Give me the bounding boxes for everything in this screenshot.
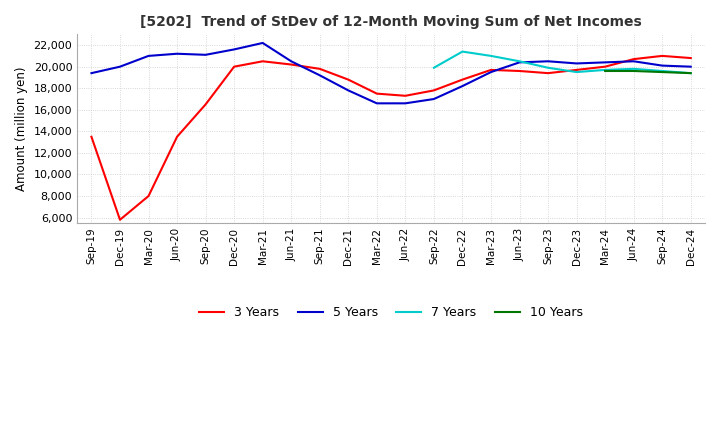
3 Years [315, 66, 324, 71]
Title: [5202]  Trend of StDev of 12-Month Moving Sum of Net Incomes: [5202] Trend of StDev of 12-Month Moving… [140, 15, 642, 29]
3 Years [202, 102, 210, 107]
7 Years [487, 53, 495, 59]
7 Years [600, 67, 609, 73]
7 Years [458, 49, 467, 54]
5 Years [372, 101, 381, 106]
Legend: 3 Years, 5 Years, 7 Years, 10 Years: 3 Years, 5 Years, 7 Years, 10 Years [194, 301, 588, 324]
3 Years [544, 70, 552, 76]
3 Years [458, 77, 467, 82]
3 Years [401, 93, 410, 99]
5 Years [516, 60, 524, 65]
3 Years [258, 59, 267, 64]
5 Years [173, 51, 181, 56]
3 Years [87, 134, 96, 139]
5 Years [344, 88, 353, 93]
3 Years [116, 217, 125, 222]
5 Years [258, 40, 267, 46]
5 Years [401, 101, 410, 106]
3 Years [686, 55, 695, 61]
5 Years [87, 70, 96, 76]
10 Years [629, 68, 638, 73]
3 Years [230, 64, 238, 70]
7 Years [572, 70, 581, 75]
3 Years [144, 194, 153, 199]
5 Years [202, 52, 210, 58]
5 Years [144, 53, 153, 59]
5 Years [658, 63, 667, 68]
7 Years [544, 65, 552, 70]
5 Years [544, 59, 552, 64]
3 Years [344, 77, 353, 82]
3 Years [629, 56, 638, 62]
Line: 10 Years: 10 Years [605, 71, 690, 73]
5 Years [572, 61, 581, 66]
Y-axis label: Amount (million yen): Amount (million yen) [15, 66, 28, 191]
3 Years [430, 88, 438, 93]
7 Years [686, 70, 695, 76]
3 Years [372, 91, 381, 96]
3 Years [487, 67, 495, 73]
7 Years [629, 66, 638, 71]
5 Years [116, 64, 125, 70]
10 Years [600, 68, 609, 73]
3 Years [572, 67, 581, 73]
3 Years [516, 68, 524, 73]
Line: 3 Years: 3 Years [91, 56, 690, 220]
5 Years [487, 70, 495, 75]
5 Years [287, 59, 295, 64]
5 Years [629, 59, 638, 64]
10 Years [658, 70, 667, 75]
5 Years [230, 47, 238, 52]
5 Years [600, 60, 609, 65]
10 Years [686, 70, 695, 76]
5 Years [686, 64, 695, 70]
3 Years [600, 64, 609, 70]
7 Years [430, 65, 438, 70]
7 Years [658, 68, 667, 73]
3 Years [173, 134, 181, 139]
5 Years [458, 84, 467, 89]
Line: 5 Years: 5 Years [91, 43, 690, 103]
Line: 7 Years: 7 Years [434, 51, 690, 73]
7 Years [516, 59, 524, 64]
3 Years [287, 62, 295, 67]
5 Years [430, 96, 438, 102]
3 Years [658, 53, 667, 59]
5 Years [315, 73, 324, 78]
